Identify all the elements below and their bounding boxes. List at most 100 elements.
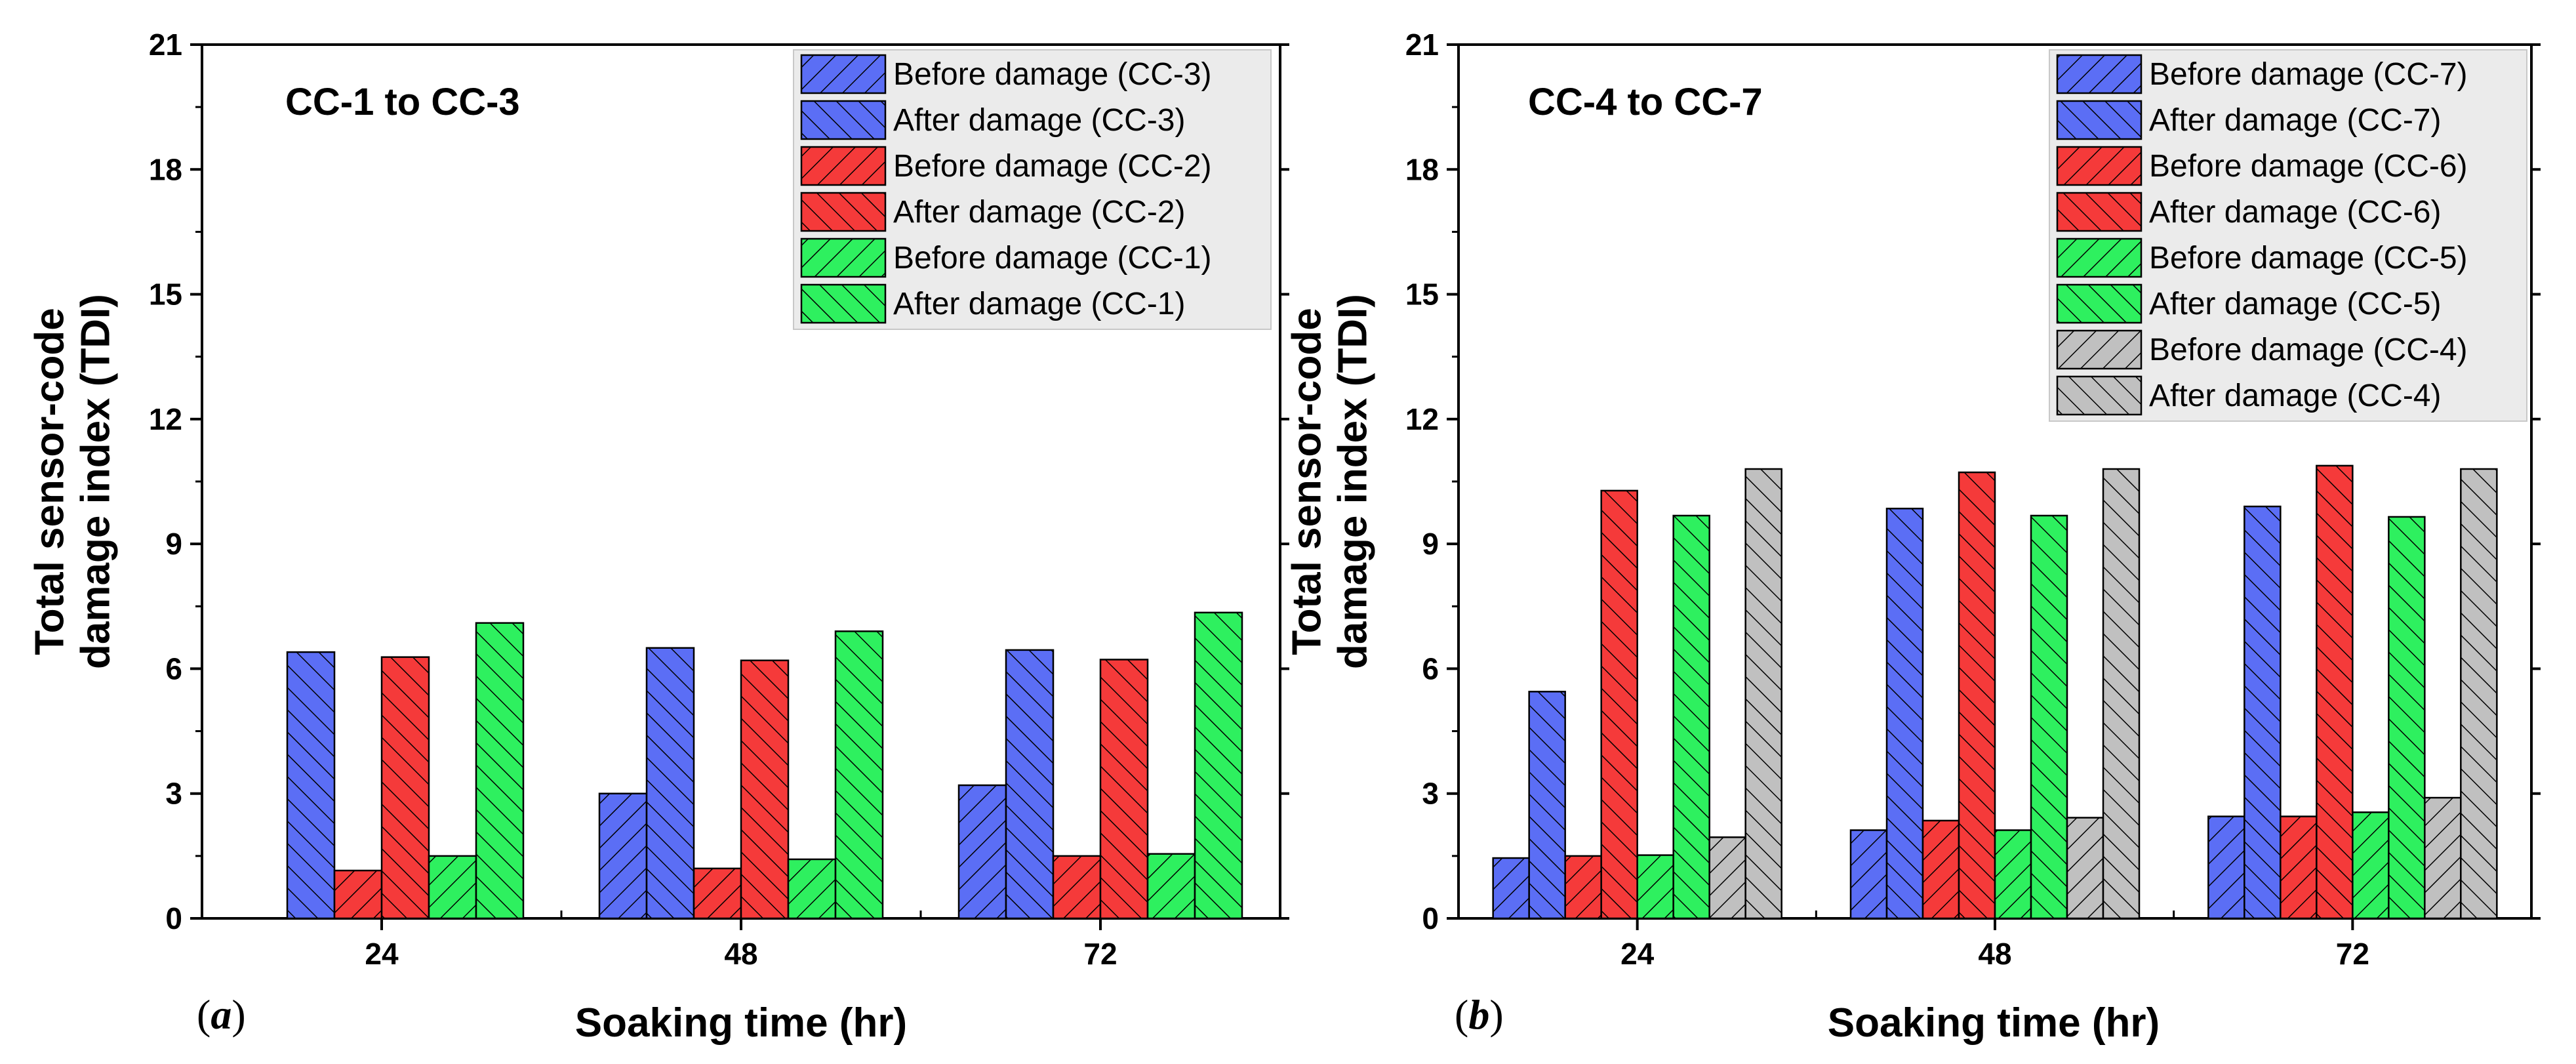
y-axis-title: Total sensor-code — [1284, 308, 1329, 655]
bar-hatch — [741, 660, 788, 918]
legend-item: After damage (CC-4) — [2056, 375, 2441, 416]
bar-hatch — [599, 793, 647, 918]
bar-hatch — [1100, 659, 1148, 918]
bar-hatch — [2244, 506, 2281, 918]
bar-hatch — [1851, 830, 1887, 918]
bar-hatch — [1529, 691, 1565, 918]
legend-item: After damage (CC-1) — [800, 283, 1185, 324]
legend-label: After damage (CC-2) — [893, 195, 1185, 230]
legend-item: After damage (CC-3) — [800, 100, 1185, 140]
legend-box — [793, 49, 1272, 330]
bar-hatch — [2388, 516, 2425, 918]
bar-hatch — [1006, 649, 1053, 918]
legend-label: Before damage (CC-2) — [893, 149, 1212, 184]
y-tick-label: 21 — [149, 28, 182, 62]
y-tick-label: 18 — [149, 152, 182, 186]
x-tick-label: 48 — [1978, 937, 2011, 971]
legend-item: Before damage (CC-2) — [800, 146, 1212, 186]
bar-hatch — [1995, 830, 2031, 918]
bar-hatch — [1709, 837, 1746, 918]
legend-item: Before damage (CC-7) — [2056, 54, 2468, 94]
bar-hatch — [959, 785, 1006, 918]
bar-hatch — [1493, 858, 1529, 918]
legend-item: Before damage (CC-5) — [2056, 237, 2468, 278]
y-axis-title: Total sensor-code — [27, 308, 72, 655]
legend-swatch-hatch — [801, 55, 885, 93]
y-tick-label: 18 — [1405, 152, 1439, 186]
panel-a: 0 3 6 9 12 15 18 21 24 48 72 Total sensor-code damag… — [27, 28, 1289, 1046]
y-tick-label: 0 — [165, 901, 182, 935]
bar-hatch — [2103, 468, 2139, 918]
y-tick-label: 15 — [149, 277, 182, 312]
y-axis-title: damage index (TDI) — [73, 294, 118, 669]
panel-b: 0 3 6 9 12 15 18 21 24 48 72 Total sensor-code damag… — [1284, 28, 2541, 1046]
bar-hatch — [476, 623, 523, 918]
legend-item: Before damage (CC-6) — [2056, 146, 2468, 186]
panel-label: (a) — [197, 991, 246, 1038]
legend-item: Before damage (CC-1) — [800, 237, 1212, 278]
legend-swatch-hatch — [801, 239, 885, 277]
legend-label: After damage (CC-4) — [2149, 379, 2441, 413]
legend-label: Before damage (CC-6) — [2149, 149, 2468, 184]
legend-swatch-hatch — [2057, 55, 2141, 93]
y-tick-label: 9 — [1422, 527, 1439, 561]
bar-hatch — [2461, 468, 2497, 918]
legend-label: Before damage (CC-3) — [893, 57, 1212, 92]
legend-swatch-hatch — [2057, 147, 2141, 185]
bar-hatch — [2425, 798, 2461, 918]
x-tick-label: 24 — [365, 937, 399, 971]
legend-swatch-hatch — [801, 285, 885, 323]
legend-label: After damage (CC-1) — [893, 287, 1185, 321]
legend-item: After damage (CC-6) — [2056, 192, 2441, 232]
x-tick-label: 48 — [724, 937, 757, 971]
legend-item: Before damage (CC-3) — [800, 54, 1212, 94]
legend-swatch-hatch — [2057, 377, 2141, 415]
bar-hatch — [1601, 490, 1638, 918]
legend: Before damage (CC-3) After damage (CC-3) B… — [793, 49, 1272, 330]
bar-hatch — [287, 652, 334, 918]
legend-item: After damage (CC-7) — [2056, 100, 2441, 140]
bar-hatch — [1053, 855, 1100, 918]
legend-label: Before damage (CC-4) — [2149, 333, 2468, 367]
y-axis-title: damage index (TDI) — [1330, 294, 1375, 669]
bar-hatch — [788, 859, 835, 918]
legend-swatch-hatch — [2057, 193, 2141, 231]
y-tick-label: 3 — [165, 777, 182, 811]
bar-hatch — [1195, 612, 1242, 918]
legend-label: After damage (CC-7) — [2149, 103, 2441, 138]
y-tick-label: 9 — [165, 527, 182, 561]
bar-hatch — [382, 657, 429, 918]
bar-hatch — [1565, 855, 1601, 918]
y-tick-label: 12 — [1405, 402, 1439, 436]
legend-label: Before damage (CC-7) — [2149, 57, 2468, 92]
legend-item: After damage (CC-5) — [2056, 283, 2441, 324]
legend-item: After damage (CC-2) — [800, 192, 1185, 232]
legend-swatch-hatch — [801, 147, 885, 185]
x-tick-label: 72 — [1083, 937, 1117, 971]
legend-label: After damage (CC-3) — [893, 103, 1185, 138]
x-tick-label: 72 — [2336, 937, 2369, 971]
bar-hatch — [694, 868, 741, 918]
bar-hatch — [2316, 465, 2353, 918]
bar-hatch — [1673, 516, 1710, 918]
bar-hatch — [1148, 853, 1195, 918]
bar-hatch — [334, 870, 382, 918]
panel-label: (b) — [1455, 991, 1504, 1038]
bar-hatch — [1959, 472, 1995, 918]
x-axis-title: Soaking time (hr) — [575, 1000, 907, 1046]
bar-hatch — [2280, 816, 2317, 918]
bar-hatch — [2208, 816, 2245, 918]
chart-title: CC-4 to CC-7 — [1528, 81, 1763, 123]
legend-swatch-hatch — [2057, 285, 2141, 323]
x-tick-label: 24 — [1620, 937, 1655, 971]
bar-hatch — [429, 855, 476, 918]
y-tick-label: 6 — [165, 651, 182, 685]
bar-hatch — [1923, 820, 1959, 918]
legend: Before damage (CC-7) After damage (CC-7) B… — [2049, 49, 2527, 422]
bar-hatch — [2067, 817, 2103, 918]
bar-hatch — [835, 631, 883, 918]
y-tick-label: 6 — [1422, 651, 1439, 685]
y-tick-label: 3 — [1422, 777, 1439, 811]
x-axis-title: Soaking time (hr) — [1828, 1000, 2160, 1046]
bar-hatch — [2031, 516, 2067, 918]
